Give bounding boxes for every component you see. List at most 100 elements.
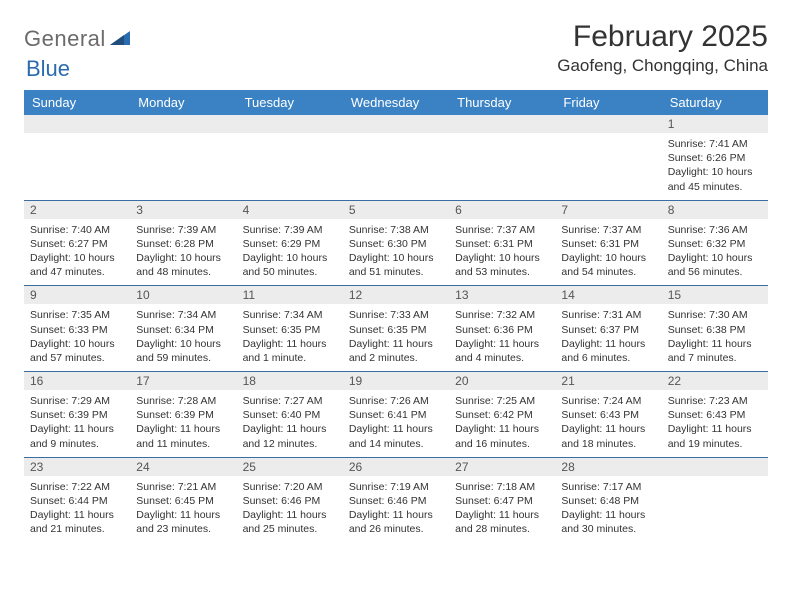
day-number: 7 (555, 201, 661, 219)
empty-cell (24, 115, 130, 200)
daylight-text: Daylight: 10 hours and 47 minutes. (30, 251, 124, 279)
sunset-text: Sunset: 6:39 PM (30, 408, 124, 422)
day-details: Sunrise: 7:38 AMSunset: 6:30 PMDaylight:… (343, 219, 449, 286)
day-details: Sunrise: 7:37 AMSunset: 6:31 PMDaylight:… (449, 219, 555, 286)
empty-cell (555, 115, 661, 200)
day-number: 12 (343, 286, 449, 304)
day-cell: 3Sunrise: 7:39 AMSunset: 6:28 PMDaylight… (130, 201, 236, 286)
day-cell: 2Sunrise: 7:40 AMSunset: 6:27 PMDaylight… (24, 201, 130, 286)
sunrise-text: Sunrise: 7:34 AM (243, 308, 337, 322)
day-details: Sunrise: 7:31 AMSunset: 6:37 PMDaylight:… (555, 304, 661, 371)
day-details: Sunrise: 7:27 AMSunset: 6:40 PMDaylight:… (237, 390, 343, 457)
day-number (343, 115, 449, 133)
day-cell: 6Sunrise: 7:37 AMSunset: 6:31 PMDaylight… (449, 201, 555, 286)
daylight-text: Daylight: 11 hours and 19 minutes. (668, 422, 762, 450)
daylight-text: Daylight: 11 hours and 12 minutes. (243, 422, 337, 450)
week-row: 23Sunrise: 7:22 AMSunset: 6:44 PMDayligh… (24, 457, 768, 543)
daylight-text: Daylight: 11 hours and 1 minute. (243, 337, 337, 365)
sunrise-text: Sunrise: 7:22 AM (30, 480, 124, 494)
sunrise-text: Sunrise: 7:37 AM (561, 223, 655, 237)
day-cell: 19Sunrise: 7:26 AMSunset: 6:41 PMDayligh… (343, 372, 449, 457)
day-headers-row: SundayMondayTuesdayWednesdayThursdayFrid… (24, 90, 768, 115)
sunrise-text: Sunrise: 7:21 AM (136, 480, 230, 494)
day-number: 2 (24, 201, 130, 219)
day-number: 3 (130, 201, 236, 219)
sunrise-text: Sunrise: 7:27 AM (243, 394, 337, 408)
empty-cell (449, 115, 555, 200)
empty-cell (130, 115, 236, 200)
sunrise-text: Sunrise: 7:33 AM (349, 308, 443, 322)
day-cell: 5Sunrise: 7:38 AMSunset: 6:30 PMDaylight… (343, 201, 449, 286)
day-cell: 13 Sunrise: 7:32 AMSunset: 6:36 PMDayligh… (449, 286, 555, 371)
day-number: 6 (449, 201, 555, 219)
day-cell: 15Sunrise: 7:30 AMSunset: 6:38 PMDayligh… (662, 286, 768, 371)
day-number: 24 (130, 458, 236, 476)
sunrise-text: Sunrise: 7:32 AM (455, 308, 549, 322)
daylight-text: Daylight: 11 hours and 2 minutes. (349, 337, 443, 365)
daylight-text: Daylight: 10 hours and 48 minutes. (136, 251, 230, 279)
day-cell: 11Sunrise: 7:34 AMSunset: 6:35 PMDayligh… (237, 286, 343, 371)
day-cell: 1Sunrise: 7:41 AMSunset: 6:26 PMDaylight… (662, 115, 768, 200)
day-number: 13 (449, 286, 555, 304)
sunset-text: Sunset: 6:48 PM (561, 494, 655, 508)
day-details: Sunrise: 7:37 AMSunset: 6:31 PMDaylight:… (555, 219, 661, 286)
day-number: 8 (662, 201, 768, 219)
daylight-text: Daylight: 10 hours and 45 minutes. (668, 165, 762, 193)
sunset-text: Sunset: 6:40 PM (243, 408, 337, 422)
sunrise-text: Sunrise: 7:28 AM (136, 394, 230, 408)
day-details: Sunrise: 7:20 AMSunset: 6:46 PMDaylight:… (237, 476, 343, 543)
day-header: Monday (130, 90, 236, 115)
sunset-text: Sunset: 6:39 PM (136, 408, 230, 422)
daylight-text: Daylight: 11 hours and 4 minutes. (455, 337, 549, 365)
sunset-text: Sunset: 6:43 PM (668, 408, 762, 422)
daylight-text: Daylight: 11 hours and 30 minutes. (561, 508, 655, 536)
day-number (24, 115, 130, 133)
daylight-text: Daylight: 11 hours and 28 minutes. (455, 508, 549, 536)
day-details: Sunrise: 7:22 AMSunset: 6:44 PMDaylight:… (24, 476, 130, 543)
calendar: SundayMondayTuesdayWednesdayThursdayFrid… (24, 90, 768, 542)
sunrise-text: Sunrise: 7:26 AM (349, 394, 443, 408)
day-cell: 10Sunrise: 7:34 AMSunset: 6:34 PMDayligh… (130, 286, 236, 371)
sunrise-text: Sunrise: 7:34 AM (136, 308, 230, 322)
day-details: Sunrise: 7:23 AMSunset: 6:43 PMDaylight:… (662, 390, 768, 457)
day-cell: 18Sunrise: 7:27 AMSunset: 6:40 PMDayligh… (237, 372, 343, 457)
day-number: 15 (662, 286, 768, 304)
daylight-text: Daylight: 11 hours and 7 minutes. (668, 337, 762, 365)
day-number: 14 (555, 286, 661, 304)
day-details: Sunrise: 7:18 AMSunset: 6:47 PMDaylight:… (449, 476, 555, 543)
day-number: 23 (24, 458, 130, 476)
sunset-text: Sunset: 6:27 PM (30, 237, 124, 251)
sunset-text: Sunset: 6:31 PM (561, 237, 655, 251)
day-number: 5 (343, 201, 449, 219)
sunrise-text: Sunrise: 7:35 AM (30, 308, 124, 322)
sunset-text: Sunset: 6:45 PM (136, 494, 230, 508)
sunrise-text: Sunrise: 7:37 AM (455, 223, 549, 237)
day-number: 19 (343, 372, 449, 390)
day-number: 28 (555, 458, 661, 476)
week-row: 16Sunrise: 7:29 AMSunset: 6:39 PMDayligh… (24, 371, 768, 457)
sunset-text: Sunset: 6:35 PM (243, 323, 337, 337)
week-row: 2Sunrise: 7:40 AMSunset: 6:27 PMDaylight… (24, 200, 768, 286)
daylight-text: Daylight: 11 hours and 23 minutes. (136, 508, 230, 536)
day-cell: 28Sunrise: 7:17 AMSunset: 6:48 PMDayligh… (555, 458, 661, 543)
sunrise-text: Sunrise: 7:39 AM (136, 223, 230, 237)
sunrise-text: Sunrise: 7:36 AM (668, 223, 762, 237)
day-number: 27 (449, 458, 555, 476)
daylight-text: Daylight: 10 hours and 59 minutes. (136, 337, 230, 365)
day-cell: 12 Sunrise: 7:33 AMSunset: 6:35 PMDayligh… (343, 286, 449, 371)
day-number: 25 (237, 458, 343, 476)
day-cell: 20Sunrise: 7:25 AMSunset: 6:42 PMDayligh… (449, 372, 555, 457)
day-number: 26 (343, 458, 449, 476)
daylight-text: Daylight: 11 hours and 6 minutes. (561, 337, 655, 365)
week-row: 1Sunrise: 7:41 AMSunset: 6:26 PMDaylight… (24, 115, 768, 200)
day-details: Sunrise: 7:34 AMSunset: 6:34 PMDaylight:… (130, 304, 236, 371)
sunset-text: Sunset: 6:35 PM (349, 323, 443, 337)
sunset-text: Sunset: 6:46 PM (349, 494, 443, 508)
day-cell: 23Sunrise: 7:22 AMSunset: 6:44 PMDayligh… (24, 458, 130, 543)
sunset-text: Sunset: 6:36 PM (455, 323, 549, 337)
sunset-text: Sunset: 6:38 PM (668, 323, 762, 337)
title-block: February 2025 Gaofeng, Chongqing, China (557, 20, 768, 76)
sunrise-text: Sunrise: 7:20 AM (243, 480, 337, 494)
empty-cell (662, 458, 768, 543)
day-header: Friday (555, 90, 661, 115)
